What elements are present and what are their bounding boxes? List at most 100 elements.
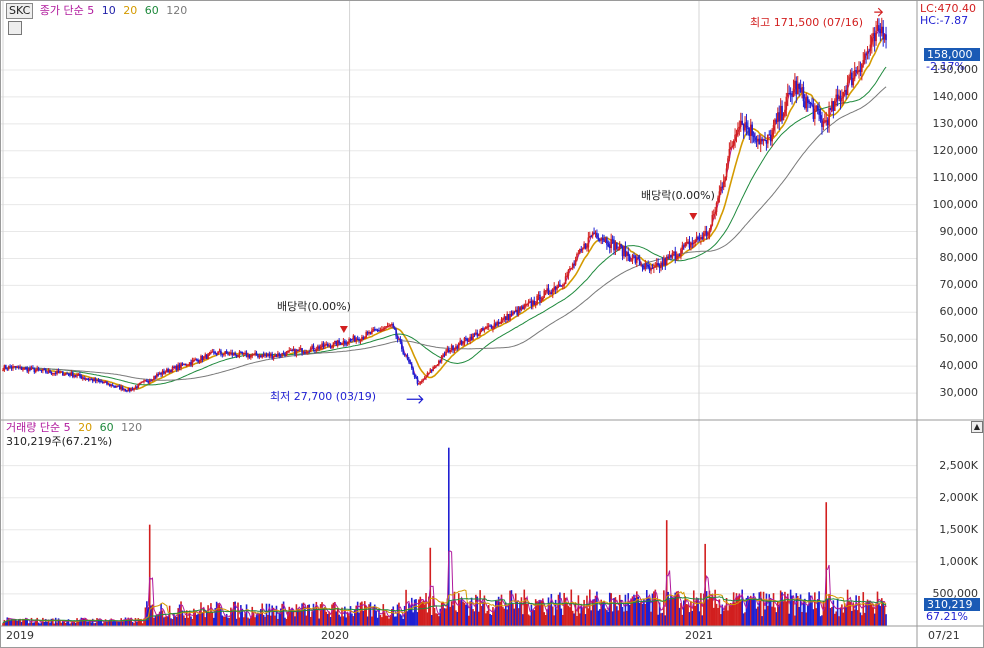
volume-bar — [885, 614, 887, 626]
volume-bar — [512, 603, 514, 626]
volume-bar — [294, 616, 296, 626]
candle-body — [457, 342, 460, 348]
candle-body — [67, 373, 70, 375]
volume-bar — [772, 593, 775, 626]
candle-body — [584, 243, 587, 249]
candle-body — [355, 338, 358, 342]
volume-bar — [428, 596, 430, 626]
candle-body — [6, 368, 9, 370]
candle-body — [37, 368, 40, 370]
candle-body — [318, 346, 320, 349]
candle-body — [735, 134, 738, 136]
volume-bar — [567, 605, 570, 626]
volume-bar — [50, 618, 53, 626]
volume-bar — [534, 599, 537, 626]
volume-bar — [164, 616, 167, 626]
candle-body — [24, 367, 27, 369]
volume-bar — [861, 615, 863, 626]
volume-bar — [17, 619, 20, 626]
candle-body — [503, 316, 506, 319]
volume-bar — [258, 613, 261, 626]
volume-bar — [244, 613, 246, 626]
volume-bar — [312, 603, 315, 626]
candle-body — [885, 34, 887, 41]
candle-body — [430, 369, 433, 371]
candle-body — [348, 339, 350, 342]
volume-bar — [574, 602, 577, 626]
volume-bar — [826, 598, 829, 626]
volume-bar — [334, 601, 336, 626]
candle-body — [396, 336, 399, 340]
change-readout: -2.17% — [926, 60, 965, 73]
candle-body — [26, 367, 29, 372]
candle-body — [549, 293, 551, 295]
volume-bar — [336, 608, 339, 626]
candle-body — [97, 379, 100, 382]
volume-pane-toggle-icon[interactable]: ▲ — [971, 421, 983, 433]
volume-bar — [832, 600, 835, 626]
volume-bar — [835, 611, 838, 626]
volume-bar — [655, 599, 658, 626]
volume-bar — [728, 605, 731, 626]
volume-bar — [329, 616, 332, 626]
volume-bar — [344, 606, 346, 626]
volume-bar — [769, 597, 772, 626]
volume-bar — [623, 611, 625, 626]
candle-body — [238, 351, 241, 356]
volume-bar — [158, 611, 161, 626]
volume-bar — [814, 592, 816, 626]
volume-bar — [410, 597, 413, 626]
volume-bar — [563, 592, 565, 626]
candle-body — [83, 377, 85, 379]
candle-body — [47, 370, 50, 373]
candle-body — [227, 353, 229, 355]
volume-bar — [878, 603, 880, 626]
candle-body — [714, 212, 716, 215]
ticker-chip[interactable]: SKC — [6, 3, 34, 19]
volume-bar — [460, 599, 463, 626]
candle-body — [768, 134, 771, 136]
volume-bar — [137, 618, 140, 626]
candle-body — [262, 354, 265, 356]
candle-body — [373, 329, 376, 331]
candle-body — [298, 349, 301, 351]
volume-bar — [539, 599, 541, 626]
candle-body — [496, 322, 499, 326]
candle-body — [577, 253, 580, 255]
volume-bar — [479, 590, 481, 626]
candle-body — [160, 372, 162, 375]
candle-body — [775, 119, 778, 123]
candle-body — [862, 60, 865, 64]
volume-bar — [183, 615, 185, 626]
volume-bar — [577, 595, 580, 626]
candle-body — [660, 262, 662, 269]
candle-body — [365, 332, 367, 338]
candle-body — [513, 311, 516, 313]
volume-bar — [688, 612, 691, 626]
candle-body — [536, 295, 538, 305]
volume-bar — [645, 590, 648, 626]
volume-bar — [580, 606, 583, 626]
volume-bar — [134, 618, 137, 626]
volume-bar — [708, 590, 711, 626]
volume-bar — [499, 601, 501, 626]
volume-bar — [194, 610, 197, 626]
volume-bar — [376, 617, 379, 626]
candle-body — [53, 372, 56, 374]
volume-bar — [664, 615, 667, 626]
volume-bar — [671, 598, 674, 626]
candle-body — [32, 367, 34, 369]
candle-body — [69, 374, 71, 376]
volume-bar — [131, 621, 134, 626]
candle-body — [410, 364, 413, 369]
volume-bar — [178, 604, 181, 626]
candle-body — [5, 365, 7, 369]
candle-body — [408, 359, 410, 363]
candle-body — [825, 120, 828, 122]
volume-bar — [308, 604, 311, 626]
grid-toggle-icon[interactable] — [8, 21, 22, 35]
candle-body — [673, 251, 675, 253]
volume-bar — [513, 608, 516, 626]
candle-body — [257, 355, 259, 358]
candle-body — [774, 119, 776, 126]
